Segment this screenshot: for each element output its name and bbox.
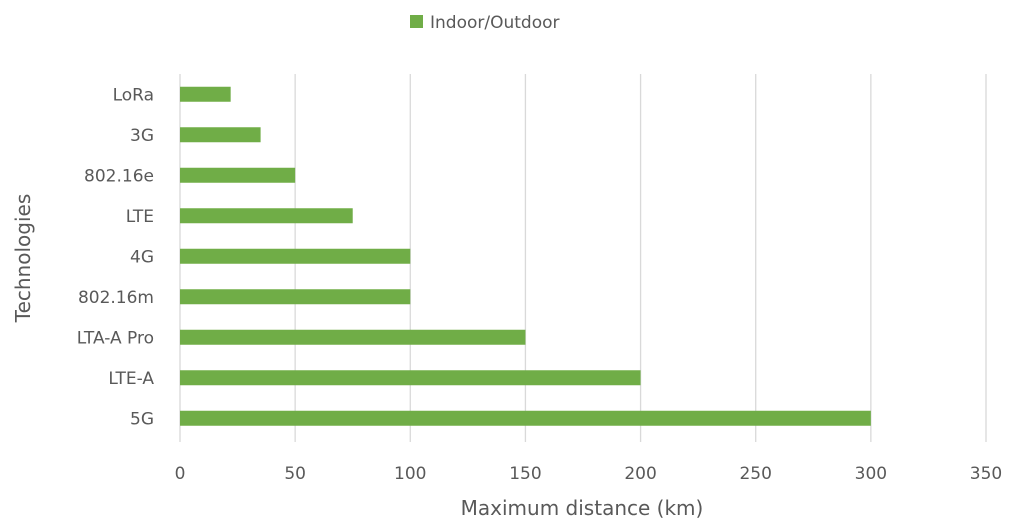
category-label: 5G: [130, 409, 154, 429]
category-label: LoRa: [113, 85, 154, 105]
bar: [180, 208, 353, 224]
category-label: 3G: [130, 126, 154, 146]
legend-swatch: [410, 15, 423, 28]
category-label: 4G: [130, 247, 154, 267]
bar: [180, 329, 526, 345]
x-tick-label: 100: [394, 464, 426, 484]
bar: [180, 248, 411, 264]
category-labels: LoRa 3G 802.16e LTE 4G 802.16m LTA-A Pro LTE-A 5…: [77, 85, 155, 429]
x-tick-label: 150: [509, 464, 541, 484]
x-tick-label: 300: [855, 464, 887, 484]
legend-label: Indoor/Outdoor: [430, 13, 560, 33]
legend: Indoor/Outdoor: [410, 13, 560, 33]
category-label: LTA-A Pro: [77, 328, 154, 348]
category-label: 802.16m: [78, 288, 154, 308]
category-label: LTE: [126, 207, 154, 227]
x-tick-label: 50: [284, 464, 306, 484]
y-axis-title: Technologies: [11, 194, 35, 323]
bar: [180, 167, 296, 183]
x-tick-label: 200: [624, 464, 656, 484]
bar: [180, 410, 871, 426]
x-tick-labels: 0 50 100 150 200 250 300 350: [175, 464, 1003, 484]
bar: [180, 370, 641, 386]
bar: [180, 86, 231, 102]
x-tick-label: 250: [739, 464, 771, 484]
bar: [180, 289, 411, 305]
x-axis-title: Maximum distance (km): [461, 496, 704, 520]
x-tick-label: 0: [175, 464, 186, 484]
x-tick-label: 350: [970, 464, 1002, 484]
category-label: LTE-A: [108, 369, 154, 389]
bar: [180, 127, 261, 143]
category-label: 802.16e: [84, 166, 154, 186]
bars: [180, 86, 871, 426]
